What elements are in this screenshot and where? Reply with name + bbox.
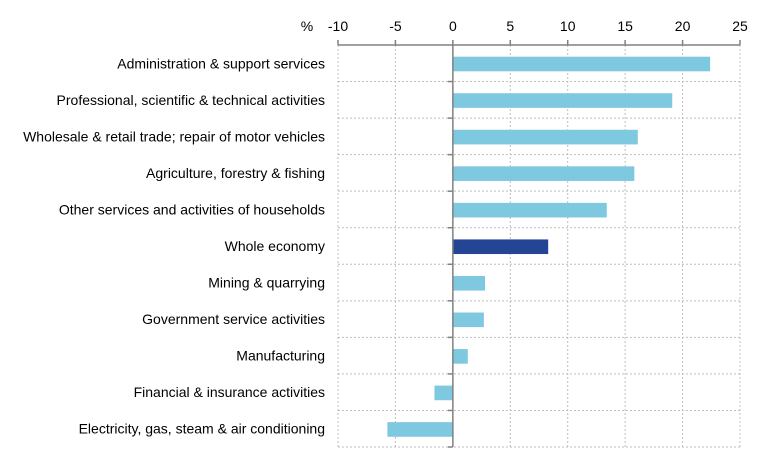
bar: [452, 166, 635, 181]
x-tick-label: 5: [506, 18, 514, 34]
category-label: Whole economy: [225, 238, 325, 254]
x-tick-label: 20: [675, 18, 691, 34]
category-label: Administration & support services: [117, 55, 325, 71]
bar: [452, 202, 607, 218]
x-tick-label: 10: [560, 18, 576, 34]
category-label: Agriculture, forestry & fishing: [146, 165, 325, 181]
x-tick-label: 25: [732, 18, 748, 34]
unit-label: %: [301, 18, 313, 34]
category-label: Financial & insurance activities: [134, 384, 325, 400]
category-label: Professional, scientific & technical act…: [57, 92, 325, 108]
x-tick-label: 0: [449, 18, 457, 34]
bar: [452, 129, 638, 145]
category-label: Government service activities: [142, 311, 325, 327]
bar: [387, 422, 453, 437]
category-labels: Administration & support services Profess…: [23, 55, 325, 436]
bar: [452, 56, 711, 72]
tick-labels: -10 -5 0 5 10 15 20 25: [328, 18, 748, 34]
axes: [337, 40, 741, 448]
bar: [452, 349, 468, 364]
category-label: Electricity, gas, steam & air conditioni…: [79, 421, 325, 437]
category-label: Manufacturing: [236, 348, 325, 364]
x-tick-label: -10: [328, 18, 348, 34]
bar: [452, 275, 486, 291]
x-tick-label: -5: [389, 18, 402, 34]
category-label: Mining & quarrying: [208, 275, 325, 291]
bar: [452, 93, 673, 108]
bar: [434, 385, 453, 401]
category-label: Wholesale & retail trade; repair of moto…: [23, 128, 325, 144]
x-tick-label: 15: [617, 18, 633, 34]
bar: [452, 239, 549, 255]
bars: [387, 56, 711, 437]
category-label: Other services and activities of househo…: [59, 201, 325, 217]
bar: [452, 312, 484, 328]
